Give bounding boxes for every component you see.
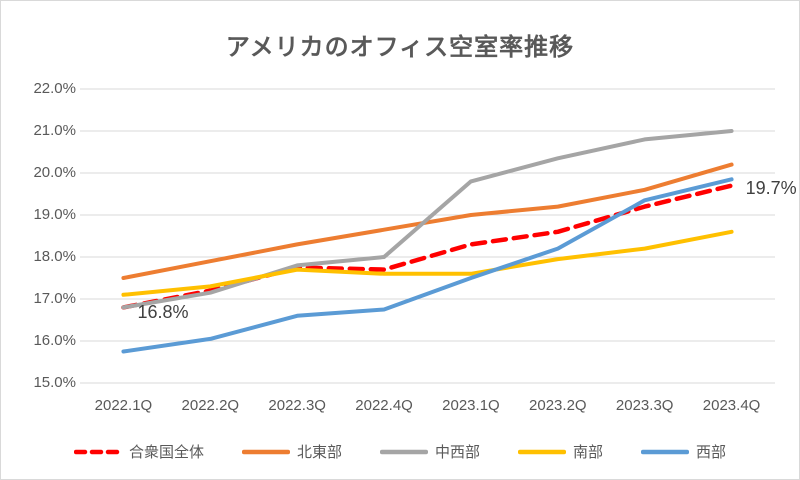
series-line-midwest [121,129,734,310]
legend-label-south: 南部 [573,444,604,461]
series-line-west [121,177,734,354]
series-line-northeast [121,162,734,280]
y-tick-label: 19.0% [33,206,76,223]
y-tick-label: 16.0% [33,332,76,349]
y-tick-label: 20.0% [33,164,76,181]
y-tick-label: 21.0% [33,122,76,139]
legend-line-sample-us-total [73,449,122,454]
y-tick-label: 15.0% [33,374,76,391]
legend-item-northeast: 北東部 [241,441,342,462]
legend: 合衆国全体 北東部 中西部 南部 西部 [0,441,800,462]
x-tick-label: 2022.4Q [355,397,413,414]
legend-line-sample-northeast [241,449,290,454]
x-tick-label: 2023.2Q [529,397,587,414]
legend-label-northeast: 北東部 [296,444,342,461]
legend-item-us-total: 合衆国全体 [73,441,204,462]
x-tick-label: 2023.4Q [702,397,761,414]
x-tick-label: 2022.1Q [94,397,153,414]
legend-label-us-total: 合衆国全体 [128,444,204,461]
chart-title: アメリカのオフィス空室率推移 [225,34,575,61]
y-tick-label: 22.0% [33,80,76,97]
legend-label-midwest: 中西部 [434,444,480,461]
legend-line-sample-south [518,449,566,454]
legend-line-sample-west [641,449,690,454]
series-line-south [121,229,734,297]
y-tick-label: 17.0% [33,290,76,307]
data-label-us-total-0: 16.8% [137,302,189,323]
x-tick-label: 2022.2Q [181,397,240,414]
x-tick-label: 2023.3Q [615,397,674,414]
legend-label-west: 西部 [696,444,727,461]
legend-item-midwest: 中西部 [379,441,480,462]
legend-item-south: 南部 [518,441,603,462]
legend-item-west: 西部 [641,441,726,462]
data-label-us-total-7: 19.7% [745,177,797,198]
x-tick-label: 2023.1Q [442,397,500,414]
x-tick-label: 2022.3Q [268,397,326,414]
y-tick-label: 18.0% [33,248,76,265]
legend-line-sample-midwest [379,449,428,454]
